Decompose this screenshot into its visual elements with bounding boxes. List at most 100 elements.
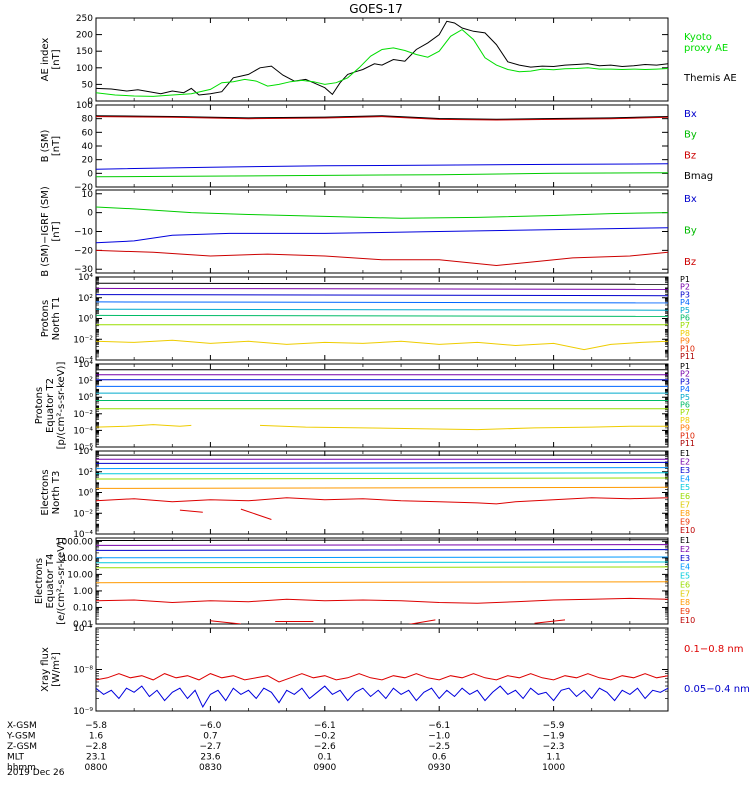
legend-entry: E5 bbox=[680, 572, 690, 581]
x-column-value: 1.6 bbox=[89, 732, 104, 742]
y-tick-label: 60 bbox=[82, 128, 94, 138]
y-axis-label: [nT] bbox=[51, 49, 62, 69]
y-axis-label: AE index bbox=[40, 38, 51, 82]
x-column-value: −5.9 bbox=[543, 721, 565, 731]
series-line-e8 bbox=[96, 597, 668, 604]
x-column-value: 0800 bbox=[85, 763, 108, 773]
legend-digrf: Bx By Bz bbox=[684, 194, 697, 268]
series-line-p8 bbox=[96, 339, 668, 351]
x-column-value: −6.0 bbox=[199, 721, 221, 731]
series-line-e4 bbox=[96, 556, 668, 559]
series-group bbox=[96, 282, 668, 351]
x-column-value: 0830 bbox=[199, 763, 222, 773]
x-column-value: −2.3 bbox=[543, 742, 565, 752]
series-line-e9a bbox=[179, 509, 203, 513]
panel-frame bbox=[95, 537, 669, 625]
panel-protons_t2: 10⁻⁶ 10⁻⁴ 10⁻² 10⁰ 10² 10⁴ Protons Equator T2 [p… bbox=[34, 360, 695, 453]
y-tick-label: 100 bbox=[76, 101, 93, 111]
y-tick-label: 100.00 bbox=[62, 554, 94, 564]
legend-entry: E1 bbox=[680, 536, 690, 545]
legend-entry: P9 bbox=[680, 337, 690, 346]
series-group bbox=[96, 206, 668, 267]
x-column-value: 1.1 bbox=[546, 753, 560, 763]
legend-entry: P2 bbox=[680, 283, 690, 292]
series-line-p5 bbox=[96, 308, 668, 311]
panel-frame bbox=[95, 17, 669, 102]
series-line-p3 bbox=[96, 294, 668, 297]
legend-entry: Bx bbox=[684, 109, 697, 120]
series-line-e6 bbox=[96, 566, 668, 569]
legend-entry: Bz bbox=[684, 257, 696, 268]
legend-entry: P10 bbox=[680, 344, 695, 353]
y-tick-label: 0 bbox=[87, 97, 93, 107]
y-tick-label: 0.01 bbox=[73, 620, 93, 630]
x-column-value: −0.2 bbox=[314, 732, 336, 742]
legend-entry: P8 bbox=[680, 329, 690, 338]
chart-title: GOES-17 bbox=[349, 2, 403, 16]
series-group bbox=[96, 539, 668, 624]
y-tick-label: −30 bbox=[74, 265, 93, 275]
y-tick-label: 150 bbox=[76, 47, 93, 57]
y-tick-label: 10⁻² bbox=[73, 410, 93, 420]
legend-entry: E7 bbox=[680, 500, 690, 509]
legend-entry: P7 bbox=[680, 321, 690, 330]
y-tick-label: 10⁻⁷ bbox=[73, 624, 93, 634]
y-axis-label: Equator T4 bbox=[45, 554, 56, 609]
y-axis-label: [e/(cm²-s-sr-keV)] bbox=[56, 537, 67, 625]
y-axis-label: Protons bbox=[40, 300, 51, 337]
series-line-bz bbox=[96, 116, 668, 121]
series-line-e9d bbox=[534, 619, 566, 624]
legend-entry: E4 bbox=[680, 475, 690, 484]
x-column-value: 23.1 bbox=[86, 753, 106, 763]
legend-entry: P11 bbox=[680, 439, 695, 448]
series-line-p8b bbox=[259, 424, 668, 431]
legend-entry: Bx bbox=[684, 194, 697, 205]
y-tick-label: 10⁻⁶ bbox=[73, 443, 93, 453]
panel-bsm: −20 0 20 40 60 80 100 B (SM) [nT] Bx By Bz Bmag bbox=[40, 101, 713, 193]
y-axis-label: Electrons bbox=[34, 558, 45, 604]
legend-entry: E6 bbox=[680, 492, 690, 501]
y-tick-label: 1000.00 bbox=[56, 537, 93, 547]
panel-frame bbox=[95, 627, 669, 712]
series-line-e7 bbox=[96, 486, 668, 489]
series-line-bx bbox=[96, 163, 668, 170]
panel-electrons_t3: 10⁻⁴ 10⁻² 10⁰ 10² 10⁴ Electrons North T3 E1E2E3… bbox=[40, 447, 695, 540]
y-tick-label: 10⁻⁴ bbox=[73, 356, 93, 366]
x-row-label: Z-GSM bbox=[7, 742, 37, 752]
y-axis-label: B (SM)−IGRF (SM) bbox=[40, 186, 51, 277]
legend-entry: E2 bbox=[680, 458, 690, 467]
x-column-value: −2.8 bbox=[85, 742, 107, 752]
y-tick-label: 10⁻⁹ bbox=[73, 707, 93, 717]
y-axis-label: [p/(cm²-s-sr-keV)] bbox=[56, 362, 67, 450]
y-axis-label: B (SM) bbox=[40, 129, 51, 162]
series-line-e2 bbox=[96, 544, 668, 546]
y-tick-label: 20 bbox=[82, 156, 94, 166]
series-line-e3 bbox=[96, 461, 668, 464]
y-tick-label: 40 bbox=[82, 142, 94, 152]
series-group bbox=[96, 369, 668, 431]
series-group bbox=[96, 20, 668, 97]
legend-entry: P4 bbox=[680, 385, 690, 394]
series-line-bx bbox=[96, 227, 668, 244]
legend-entry: E3 bbox=[680, 554, 690, 563]
x-column-value: −6.1 bbox=[428, 721, 450, 731]
panel-frame bbox=[95, 363, 669, 448]
y-axis-label: Xray flux bbox=[40, 647, 51, 692]
y-tick-label: 10⁰ bbox=[78, 489, 93, 499]
legend-entry: E10 bbox=[680, 616, 695, 625]
x-row-label: hhmm bbox=[7, 763, 36, 773]
x-column-value: −2.6 bbox=[314, 742, 336, 752]
y-tick-label: 10² bbox=[78, 377, 93, 387]
legend-entry: Themis AE bbox=[683, 73, 737, 84]
legend-entry: Kyoto bbox=[684, 32, 712, 43]
series-line-p1 bbox=[96, 282, 668, 285]
y-tick-label: 10⁻⁸ bbox=[73, 666, 93, 676]
y-tick-label: 10⁻⁴ bbox=[73, 426, 93, 436]
x-column-value: 23.6 bbox=[200, 753, 220, 763]
x-column-value: 1000 bbox=[542, 763, 565, 773]
